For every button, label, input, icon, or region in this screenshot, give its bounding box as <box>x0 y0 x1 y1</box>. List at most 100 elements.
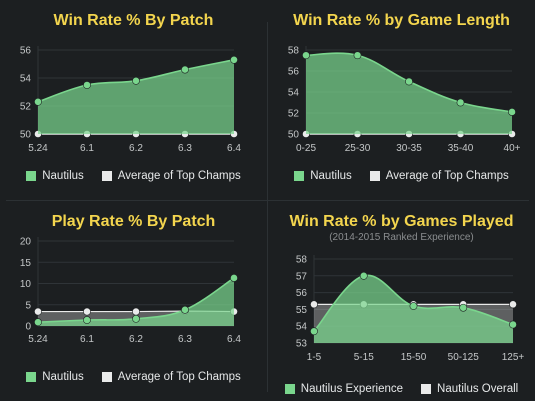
y-tick-label: 54 <box>288 88 300 99</box>
y-tick-label: 56 <box>288 67 300 78</box>
data-point-primary <box>83 81 91 89</box>
chart-panel-play-rate-by-patch: Play Rate % By Patch 0 5 10 15 20 5.24 6.1 6.2 6… <box>0 201 267 401</box>
legend-item-primary[interactable]: Nautilus <box>26 170 84 182</box>
legend-swatch <box>284 384 295 394</box>
chart-panel-win-rate-by-patch: Win Rate % By Patch 50 52 54 56 5.24 6.1 6.2 6.… <box>0 0 267 200</box>
data-point-primary <box>34 318 42 327</box>
legend-label: Nautilus <box>42 371 84 383</box>
x-tick-label: 40+ <box>504 143 521 154</box>
y-tick-label: 53 <box>296 339 308 350</box>
x-tick-label: 125+ <box>502 352 525 363</box>
chart-legend: Nautilus Average of Top Champs <box>268 170 535 182</box>
x-tick-label: 0-25 <box>296 143 316 154</box>
chart-svg: 50 52 54 56 58 0-25 25-30 30-35 35-40 40+ <box>288 46 521 155</box>
y-tick-label: 52 <box>288 109 300 120</box>
x-tick-label: 6.4 <box>227 143 241 154</box>
chart-legend: Nautilus Average of Top Champs <box>0 371 267 383</box>
panel-divider-horizontal <box>6 200 529 201</box>
y-tick-label: 50 <box>20 130 32 141</box>
chart-title: Win Rate % by Game Length <box>293 12 510 29</box>
x-tick-label: 6.4 <box>227 334 241 345</box>
y-tick-label: 54 <box>20 74 32 85</box>
legend-label: Nautilus <box>310 170 352 182</box>
data-point-secondary <box>310 300 318 309</box>
x-tick-label: 5.24 <box>28 334 48 345</box>
legend-label: Nautilus <box>42 170 84 182</box>
data-point-primary <box>181 305 189 314</box>
y-tick-label: 0 <box>25 322 31 333</box>
legend-swatch <box>101 171 112 181</box>
data-point-secondary <box>132 307 140 316</box>
y-tick-label: 57 <box>296 271 308 282</box>
chart-subtitle: (2014-2015 Ranked Experience) <box>329 232 474 243</box>
data-point-primary <box>405 77 413 86</box>
legend-item-secondary[interactable]: Average of Top Champs <box>101 371 241 383</box>
legend-swatch <box>26 372 37 382</box>
legend-item-primary[interactable]: Nautilus <box>26 371 84 383</box>
legend-swatch <box>101 372 112 382</box>
legend-item-primary[interactable]: Nautilus <box>294 170 352 182</box>
legend-item-secondary[interactable]: Average of Top Champs <box>369 170 509 182</box>
data-point-primary <box>302 51 310 60</box>
legend-item-secondary[interactable]: Nautilus Overall <box>421 383 518 395</box>
y-tick-label: 52 <box>20 102 32 113</box>
y-tick-label: 55 <box>296 305 308 316</box>
chart-panel-win-rate-by-game-length: Win Rate % by Game Length 50 52 54 56 58 0-25… <box>268 0 535 200</box>
x-tick-label: 6.1 <box>80 334 94 345</box>
x-tick-label: 50-125 <box>448 352 480 363</box>
x-tick-label: 6.1 <box>80 143 94 154</box>
legend-label: Nautilus Experience <box>300 383 404 395</box>
data-point-primary <box>409 302 418 310</box>
legend-label: Average of Top Champs <box>117 170 241 182</box>
y-tick-label: 58 <box>296 255 308 266</box>
y-tick-label: 56 <box>20 46 32 57</box>
data-point-secondary <box>34 307 42 316</box>
chart-legend: Nautilus Average of Top Champs <box>0 170 267 182</box>
data-point-primary <box>456 98 465 107</box>
data-point-primary <box>508 108 516 116</box>
x-tick-label: 6.3 <box>178 143 192 154</box>
x-tick-label: 6.2 <box>129 143 143 154</box>
legend-swatch <box>26 171 37 181</box>
data-point-primary <box>353 51 362 60</box>
data-point-primary <box>310 327 318 336</box>
data-point-primary <box>181 65 189 74</box>
data-point-primary <box>230 274 238 282</box>
y-tick-label: 50 <box>288 130 300 141</box>
x-tick-label: 25-30 <box>345 143 371 154</box>
series-area-primary <box>38 59 234 134</box>
data-point-primary <box>83 316 91 324</box>
x-tick-label: 6.2 <box>129 334 143 345</box>
legend-item-secondary[interactable]: Average of Top Champs <box>101 170 241 182</box>
x-tick-label: 5-15 <box>354 352 374 363</box>
chart-svg: 53 54 55 56 57 58 1-5 5-15 15-50 50-125 125+ <box>296 255 525 364</box>
chart-svg: 50 52 54 56 5.24 6.1 6.2 6.3 6.4 <box>20 46 242 155</box>
y-tick-label: 56 <box>296 288 308 299</box>
data-point-primary <box>509 320 517 329</box>
legend-item-primary[interactable]: Nautilus Experience <box>284 383 404 395</box>
legend-label: Average of Top Champs <box>385 170 509 182</box>
chart-title: Win Rate % By Patch <box>53 12 214 29</box>
x-tick-label: 6.3 <box>178 334 192 345</box>
x-tick-label: 35-40 <box>448 143 474 154</box>
chart-legend: Nautilus Experience Nautilus Overall <box>268 383 535 395</box>
chart-title: Play Rate % By Patch <box>51 213 216 230</box>
legend-swatch <box>294 171 305 181</box>
x-tick-label: 5.24 <box>28 143 48 154</box>
data-point-primary <box>359 271 368 280</box>
legend-swatch <box>421 384 432 394</box>
data-point-primary <box>132 76 140 85</box>
y-tick-label: 54 <box>296 322 308 333</box>
y-tick-label: 20 <box>20 237 32 248</box>
data-point-primary <box>34 97 42 106</box>
legend-label: Average of Top Champs <box>117 371 241 383</box>
chart-svg: 0 5 10 15 20 5.24 6.1 6.2 6.3 6.4 <box>20 237 242 346</box>
y-tick-label: 58 <box>288 46 300 57</box>
data-point-primary <box>132 314 140 323</box>
y-tick-label: 5 <box>25 300 31 311</box>
data-point-secondary <box>509 300 517 309</box>
y-tick-label: 15 <box>20 258 32 269</box>
chart-panel-win-rate-by-games-played: Win Rate % by Games Played (2014-2015 Ra… <box>268 201 535 401</box>
legend-swatch <box>369 171 380 181</box>
legend-label: Nautilus Overall <box>437 383 519 395</box>
